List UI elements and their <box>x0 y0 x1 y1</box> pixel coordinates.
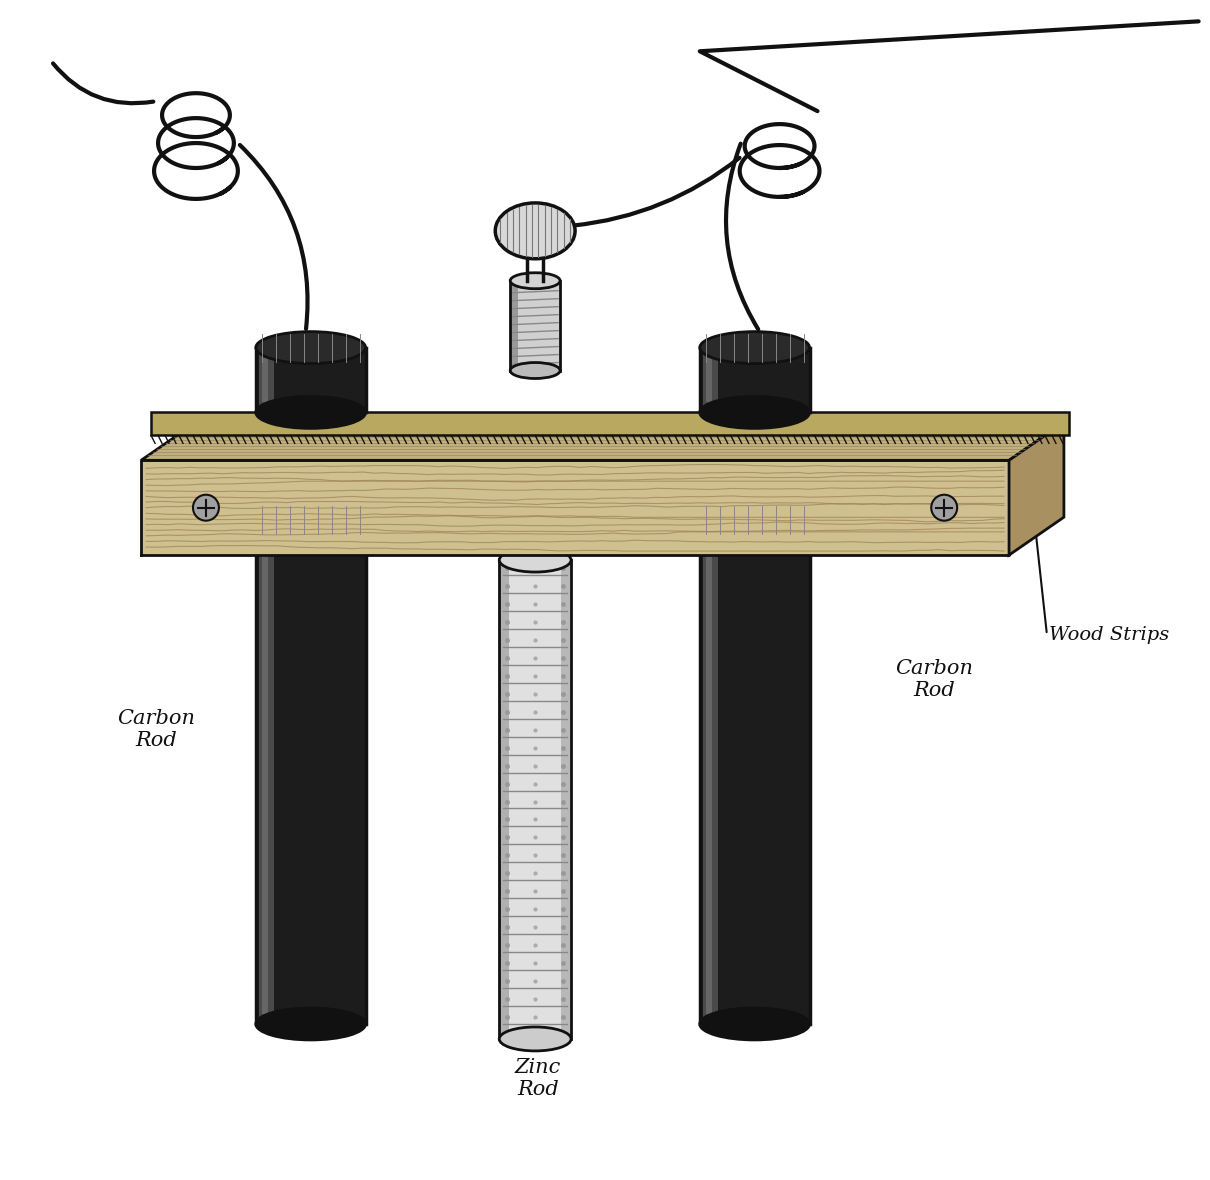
Ellipse shape <box>500 548 571 572</box>
Polygon shape <box>261 358 267 402</box>
Polygon shape <box>142 422 1064 460</box>
Ellipse shape <box>699 1008 809 1040</box>
Polygon shape <box>500 560 571 1038</box>
Polygon shape <box>511 281 518 371</box>
Ellipse shape <box>495 203 575 258</box>
Ellipse shape <box>255 1008 365 1040</box>
Ellipse shape <box>699 332 809 363</box>
Polygon shape <box>142 460 1009 555</box>
Circle shape <box>932 494 957 520</box>
Polygon shape <box>255 520 365 1024</box>
Text: Carbon
Rod: Carbon Rod <box>895 660 973 700</box>
Ellipse shape <box>255 332 365 363</box>
Ellipse shape <box>500 1027 571 1051</box>
Ellipse shape <box>511 362 560 379</box>
Polygon shape <box>703 353 718 407</box>
Text: Carbon
Rod: Carbon Rod <box>117 709 195 750</box>
Text: Wood Strips: Wood Strips <box>1049 625 1169 644</box>
Polygon shape <box>561 560 571 1038</box>
Polygon shape <box>705 530 711 1014</box>
Polygon shape <box>259 353 273 407</box>
Ellipse shape <box>511 273 560 289</box>
Polygon shape <box>703 525 718 1020</box>
Ellipse shape <box>255 504 365 536</box>
Ellipse shape <box>255 396 365 428</box>
Ellipse shape <box>699 396 809 428</box>
Polygon shape <box>699 348 809 413</box>
Polygon shape <box>261 530 267 1014</box>
Polygon shape <box>1009 422 1064 555</box>
Polygon shape <box>255 348 365 413</box>
Polygon shape <box>699 520 809 1024</box>
Polygon shape <box>151 413 1068 435</box>
Polygon shape <box>511 281 560 371</box>
Polygon shape <box>705 358 711 402</box>
Polygon shape <box>259 525 273 1020</box>
Polygon shape <box>500 560 509 1038</box>
Circle shape <box>192 494 219 520</box>
Ellipse shape <box>699 504 809 536</box>
Text: Zinc
Rod: Zinc Rod <box>515 1058 561 1100</box>
